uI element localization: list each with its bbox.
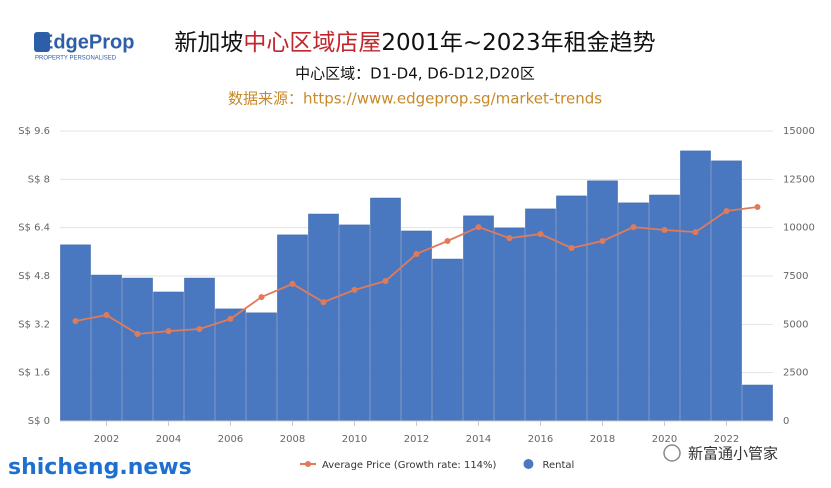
x-tick-label: 2014: [466, 434, 491, 445]
bar: [153, 291, 184, 422]
line-point: [630, 224, 637, 231]
subtitle: 中心区域：D1-D4, D6-D12,D20区: [295, 65, 535, 83]
line-point: [351, 286, 358, 293]
x-tick-label: 2016: [528, 434, 553, 445]
bar: [184, 277, 215, 422]
legend-marker: [305, 461, 311, 467]
bar: [742, 384, 773, 422]
x-tick-label: 2008: [280, 434, 305, 445]
line-point: [289, 280, 296, 287]
bar: [618, 202, 649, 422]
x-tick-label: 2010: [342, 434, 367, 445]
y-tick-label: S$ 3.2: [18, 319, 50, 330]
line-point: [661, 226, 668, 233]
y-tick-label: S$ 0: [28, 416, 50, 427]
line-point: [506, 235, 513, 242]
bar: [308, 213, 339, 422]
bar: [711, 160, 742, 422]
y-tick-label: S$ 6.4: [18, 223, 50, 234]
line-point: [754, 203, 761, 210]
y2-tick-label: 10000: [783, 223, 815, 234]
line-point: [537, 231, 544, 238]
bar: [277, 234, 308, 422]
bar: [246, 312, 277, 422]
x-tick-label: 2004: [156, 434, 181, 445]
line-point: [475, 224, 482, 231]
title-part: 2001年~2023年租金趋势: [381, 30, 655, 56]
y-tick-label: S$ 1.6: [18, 368, 50, 379]
y2-tick-label: 2500: [783, 368, 808, 379]
wechat-icon: [663, 444, 681, 462]
logo-icon: [34, 32, 50, 52]
bar: [122, 277, 153, 422]
y2-tick-label: 0: [783, 416, 789, 427]
chart-title: 新加坡中心区域店屋2001年~2023年租金趋势: [174, 30, 655, 56]
x-tick-label: 2006: [218, 434, 243, 445]
bar: [91, 274, 122, 422]
line-point: [227, 315, 234, 322]
bar: [432, 258, 463, 422]
line-point: [134, 331, 141, 337]
bar: [60, 244, 91, 422]
bar: [556, 195, 587, 422]
logo-name: EdgeProp: [40, 31, 134, 53]
y-tick-label: S$ 8: [28, 174, 50, 185]
line-point: [568, 244, 575, 251]
x-tick-label: 2002: [94, 434, 119, 445]
line-point: [72, 318, 79, 325]
source: 数据来源：https://www.edgeprop.sg/market-tren…: [228, 90, 602, 108]
bar: [463, 215, 494, 422]
bar: [525, 208, 556, 422]
x-tick-label: 2020: [652, 434, 677, 445]
legend-label: Average Price (Growth rate: 114%): [322, 460, 497, 471]
y-tick-label: S$ 9.6: [18, 126, 50, 137]
bar: [494, 227, 525, 422]
logo: EdgeProp PROPERTY PERSONALISED: [34, 31, 134, 62]
bar: [680, 150, 711, 422]
y2-tick-label: 5000: [783, 319, 808, 330]
x-tick-label: 2022: [714, 434, 739, 445]
bar: [401, 230, 432, 422]
line-point: [444, 238, 451, 245]
line-point: [413, 250, 420, 257]
y-tick-label: S$ 4.8: [18, 271, 50, 282]
y2-tick-label: 15000: [783, 126, 815, 137]
watermark: 新富通小管家: [688, 445, 778, 463]
logo-tagline: PROPERTY PERSONALISED: [35, 56, 117, 62]
line-point: [599, 238, 606, 245]
bar: [339, 224, 370, 422]
line-point: [382, 278, 389, 285]
line-point: [692, 229, 699, 236]
line-point: [165, 328, 172, 335]
line-point: [258, 294, 265, 301]
y2-tick-label: 7500: [783, 271, 808, 282]
line-point: [196, 325, 203, 332]
legend-label: Rental: [542, 460, 574, 471]
line-point: [723, 208, 730, 215]
watermark: shicheng.news: [8, 455, 192, 480]
bar: [587, 180, 618, 422]
y2-tick-label: 12500: [783, 174, 815, 185]
x-tick-label: 2018: [590, 434, 615, 445]
legend-marker: [523, 459, 534, 469]
line-point: [103, 312, 110, 319]
line-point: [320, 299, 327, 306]
bar: [370, 197, 401, 422]
title-highlight: 中心区域店屋: [243, 30, 381, 56]
bar: [215, 308, 246, 422]
x-tick-label: 2012: [404, 434, 429, 445]
title-part: 新加坡: [174, 30, 243, 56]
